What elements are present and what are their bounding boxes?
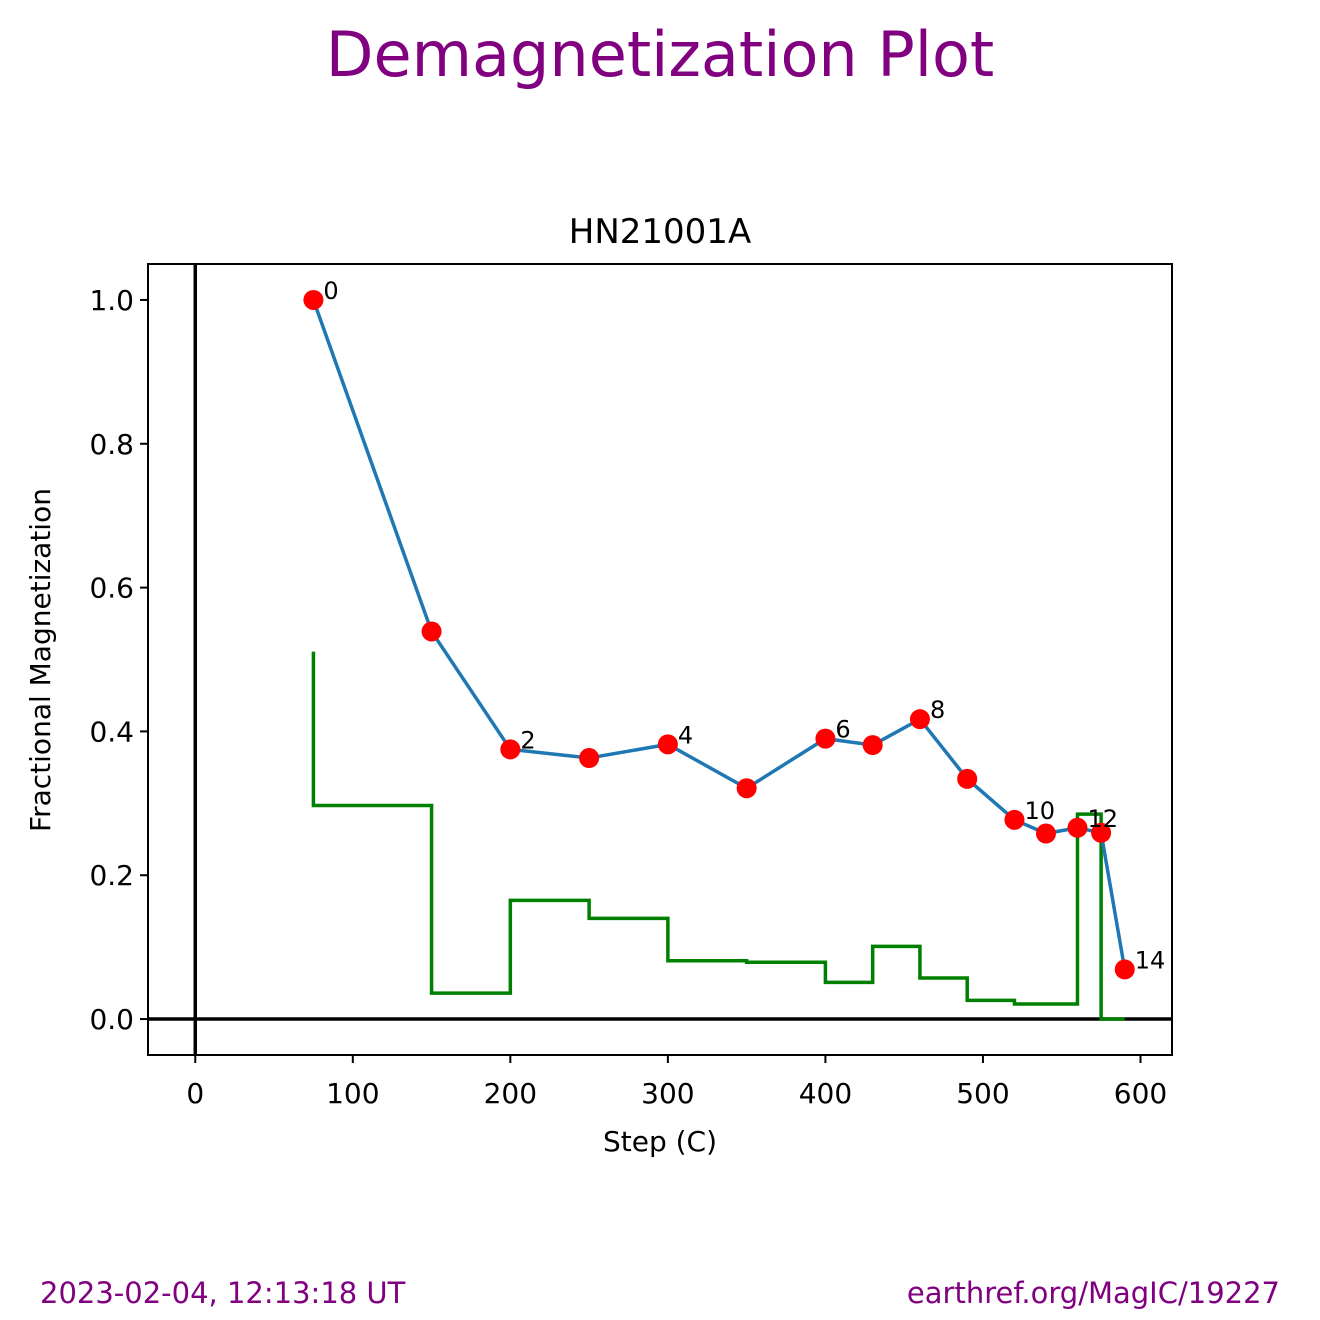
y-tick-label: 0.2 xyxy=(89,859,134,892)
y-axis-label: Fractional Magnetization xyxy=(24,488,57,832)
y-tick-label: 0.6 xyxy=(89,572,134,605)
data-point xyxy=(303,289,324,310)
chart-title: HN21001A xyxy=(569,212,751,252)
x-tick-label: 600 xyxy=(1114,1077,1167,1110)
x-tick-label: 400 xyxy=(799,1077,852,1110)
data-point xyxy=(1091,822,1112,843)
decay-step-line xyxy=(311,651,1125,1021)
point-label: 14 xyxy=(1135,946,1166,974)
x-tick-label: 300 xyxy=(641,1077,694,1110)
source-link[interactable]: earthref.org/MagIC/19227 xyxy=(906,1276,1280,1310)
data-point xyxy=(1035,823,1056,844)
point-label: 12 xyxy=(1087,805,1118,833)
point-label: 4 xyxy=(678,721,693,749)
x-tick-label: 0 xyxy=(186,1077,204,1110)
y-tick-label: 0.0 xyxy=(89,1003,134,1036)
data-point xyxy=(1004,809,1025,830)
point-label: 10 xyxy=(1024,797,1055,825)
point-label: 8 xyxy=(930,696,945,724)
x-tick-label: 100 xyxy=(326,1077,379,1110)
data-point xyxy=(1114,959,1135,980)
x-tick-label: 500 xyxy=(956,1077,1009,1110)
data-point xyxy=(957,768,978,789)
figure-suptitle: Demagnetization Plot xyxy=(325,18,995,91)
y-tick-label: 0.8 xyxy=(89,428,134,461)
point-label: 2 xyxy=(520,726,535,754)
x-axis-label: Step (C) xyxy=(603,1125,717,1158)
data-point xyxy=(909,709,930,730)
point-label: 6 xyxy=(835,716,850,744)
point-label: 0 xyxy=(323,277,338,305)
data-point xyxy=(736,778,757,799)
data-point xyxy=(579,748,600,769)
data-point xyxy=(657,734,678,755)
data-point xyxy=(421,621,442,642)
timestamp: 2023-02-04, 12:13:18 UT xyxy=(40,1276,406,1310)
data-point xyxy=(500,739,521,760)
y-tick-label: 1.0 xyxy=(89,284,134,317)
plot-frame xyxy=(147,263,1173,1056)
data-point xyxy=(1067,817,1088,838)
x-tick-label: 200 xyxy=(484,1077,537,1110)
data-point xyxy=(862,735,883,756)
y-tick-label: 0.4 xyxy=(89,715,134,748)
data-point xyxy=(815,728,836,749)
